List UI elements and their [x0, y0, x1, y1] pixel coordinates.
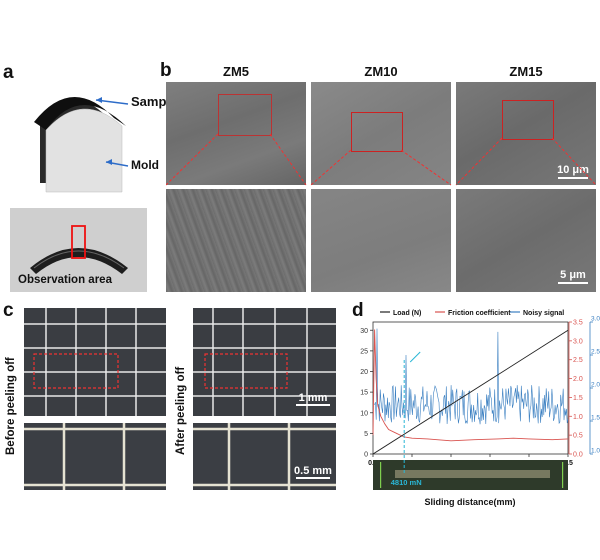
right-1-tick-label: 1.0 [573, 414, 583, 421]
left-tick-label: 30 [360, 328, 368, 335]
scale-bar-10um: 10 μm [554, 164, 592, 180]
left-tick-label: 15 [360, 390, 368, 397]
column-header-zm15: ZM15 [509, 64, 543, 79]
scale-bar-05mm: 0.5 mm [294, 465, 332, 479]
sem-zm15-high-mag: 5 μm [456, 189, 596, 292]
series-load [372, 329, 569, 455]
grid-after-low-mag: 1 mm [193, 308, 336, 416]
sem-zm10-low-mag [311, 82, 451, 185]
right-2-tick-label: 1.5 [591, 415, 600, 422]
before-peeling-label: Before peeling off [5, 357, 17, 455]
right-2-tick-label: 3.0 [591, 316, 600, 323]
right-1-tick-label: 1.5 [573, 395, 583, 402]
right-1-tick-label: 3.5 [573, 320, 583, 327]
legend-label: Friction coefficient [448, 310, 511, 317]
column-header-zm5: ZM5 [223, 64, 249, 79]
legend-label: Noisy signal [523, 310, 564, 317]
panel-label-b: b [160, 60, 172, 81]
x-tick-label: 2.5 [563, 460, 573, 467]
panel-label-d: d [352, 300, 364, 321]
sem-zm5-low-mag [166, 82, 306, 185]
sem-zm10-high-mag [311, 189, 451, 292]
left-tick-label: 5 [364, 431, 368, 438]
annotation-label: 4810 mN [391, 478, 422, 487]
series-friction-coefficient [372, 329, 569, 442]
left-tick-label: 20 [360, 369, 368, 376]
left-tick-label: 10 [360, 410, 368, 417]
series-noisy-signal [374, 328, 569, 425]
observation-photo: Observation area [10, 208, 147, 292]
panel-label-a: a [3, 62, 14, 83]
grid-before-high-mag [24, 423, 166, 490]
right-1-tick-label: 2.5 [573, 357, 583, 364]
right-2-tick-label: 2.5 [591, 349, 600, 356]
sem-zm15-low-mag: 10 μm [456, 82, 596, 185]
after-peeling-label: After peeling off [175, 366, 187, 455]
grid-before-low-mag [24, 308, 166, 416]
right-1-tick-label: 3.0 [573, 338, 583, 345]
right-1-tick-label: 0.5 [573, 433, 583, 440]
left-tick-label: 0 [364, 452, 368, 459]
x-axis-label: Sliding distance(mm) [424, 497, 515, 507]
plot-frame [372, 321, 569, 455]
observation-area-label: Observation area [18, 274, 112, 286]
annotation-arrow [409, 351, 421, 363]
legend-label: Load (N) [393, 310, 421, 317]
column-header-zm10: ZM10 [364, 64, 398, 79]
right-1-tick-label: 2.0 [573, 376, 583, 383]
sem-zm5-high-mag [166, 189, 306, 292]
tribology-chart: Load (N) Friction coefficient Noisy signal… [360, 310, 600, 507]
right-2-tick-label: 1.0 [591, 448, 600, 455]
scale-bar-1mm: 1 mm [293, 392, 333, 407]
right-2-tick-label: 2.0 [591, 382, 600, 389]
scale-bar-5um: 5 μm [554, 269, 592, 285]
sample-label: Sample [131, 94, 178, 109]
mold-label: Mold [131, 158, 159, 172]
left-tick-label: 25 [360, 348, 368, 355]
zoom-connectors [166, 133, 596, 186]
panel-label-c: c [3, 300, 14, 321]
right-1-tick-label: 0.0 [573, 452, 583, 459]
grid-after-high-mag: 0.5 mm [193, 423, 336, 490]
sample-mold-illustration [34, 96, 129, 193]
